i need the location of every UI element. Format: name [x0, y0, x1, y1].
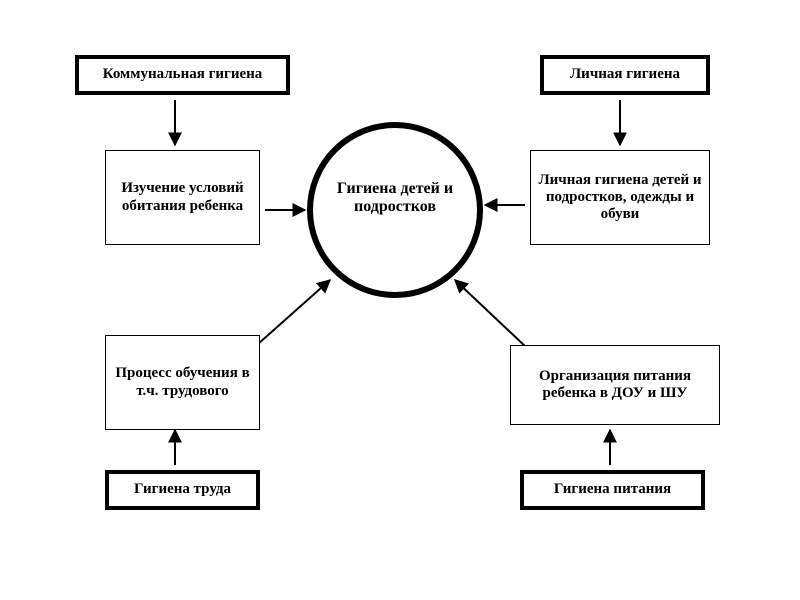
- category-food-hygiene: Гигиена питания: [520, 470, 705, 510]
- aspect-living-conditions: Изучение условий обитания ребенка: [105, 150, 260, 245]
- label: Гигиена труда: [134, 481, 231, 498]
- label: Личная гигиена: [570, 66, 680, 83]
- category-labor-hygiene: Гигиена труда: [105, 470, 260, 510]
- label: Коммунальная гигиена: [103, 66, 263, 83]
- label: Гигиена питания: [554, 481, 671, 498]
- aspect-education-process: Процесс обучения в т.ч. трудового: [105, 335, 260, 430]
- category-personal-hygiene: Личная гигиена: [540, 55, 710, 95]
- label: Личная гигиена детей и подростков, одежд…: [531, 172, 709, 224]
- label: Изучение условий обитания ребенка: [106, 180, 259, 215]
- label: Процесс обучения в т.ч. трудового: [106, 365, 259, 400]
- aspect-nutrition-organization: Организация питания ребенка в ДОУ и ШУ: [510, 345, 720, 425]
- center-node-label: Гигиена детей и подростков: [330, 180, 460, 216]
- category-communal-hygiene: Коммунальная гигиена: [75, 55, 290, 95]
- label: Организация питания ребенка в ДОУ и ШУ: [511, 368, 719, 403]
- diagram-stage: Гигиена детей и подростков Коммунальная …: [0, 0, 800, 600]
- aspect-personal-hygiene-children: Личная гигиена детей и подростков, одежд…: [530, 150, 710, 245]
